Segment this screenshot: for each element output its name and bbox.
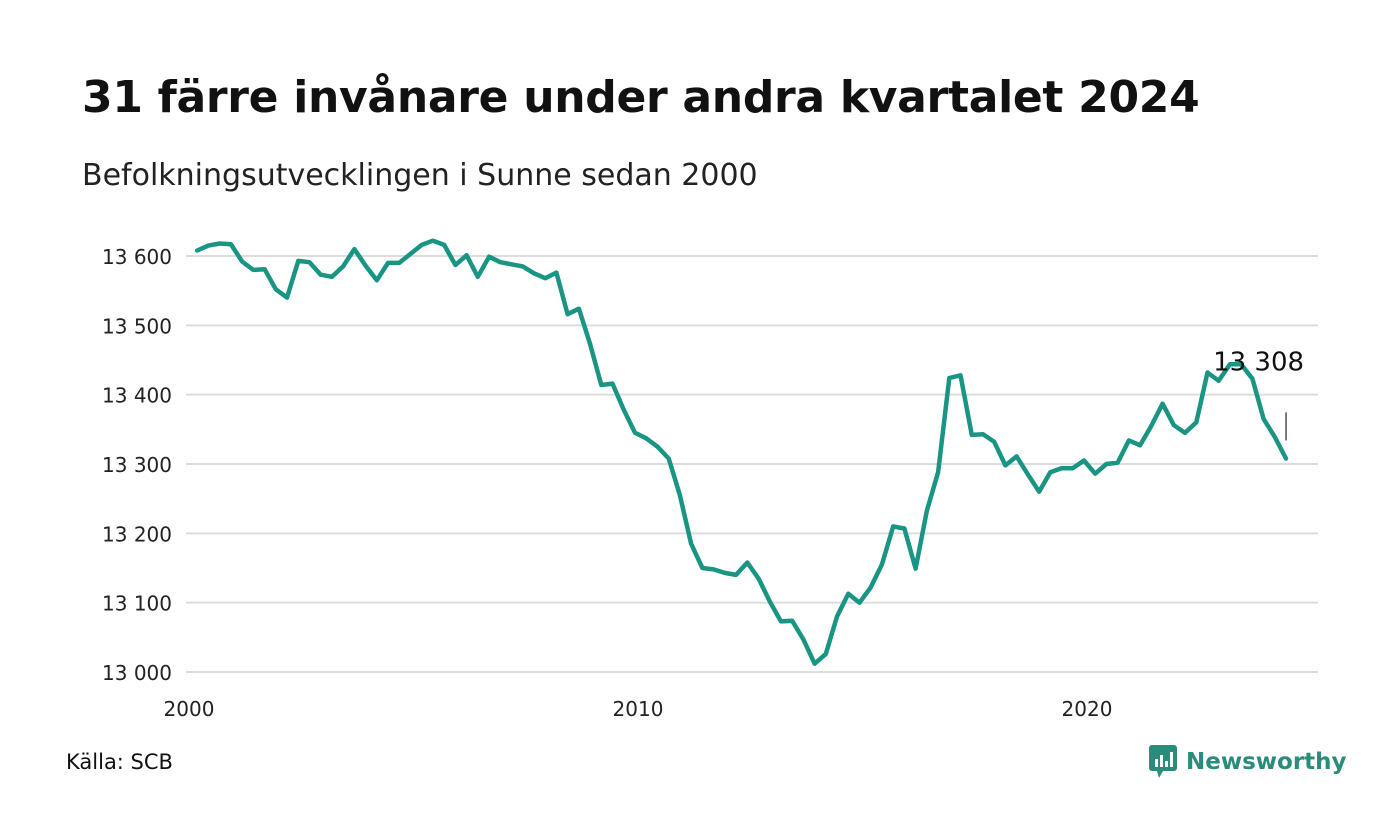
x-tick-label: 2020 xyxy=(1062,697,1113,721)
end-value-label: 13 308 xyxy=(1213,347,1304,377)
annotation-group: 13 308 xyxy=(1213,347,1304,441)
chart-title: 31 färre invånare under andra kvartalet … xyxy=(82,72,1200,123)
series-group xyxy=(194,238,1289,666)
y-tick-label: 13 500 xyxy=(102,314,172,338)
chart-subtitle: Befolkningsutvecklingen i Sunne sedan 20… xyxy=(82,158,758,193)
x-axis: 2000 2010 2020 xyxy=(164,697,1113,721)
newsworthy-chart-icon xyxy=(1149,745,1177,778)
grid-lines xyxy=(186,255,1318,673)
y-tick-label: 13 300 xyxy=(102,453,172,477)
y-tick-label: 13 400 xyxy=(102,384,172,408)
y-tick-label: 13 100 xyxy=(102,592,172,616)
x-tick-label: 2010 xyxy=(613,697,664,721)
series-line xyxy=(194,238,1289,666)
logo-text: Newsworthy xyxy=(1186,749,1347,775)
x-tick-label: 2000 xyxy=(164,697,215,721)
y-tick-label: 13 600 xyxy=(102,245,172,269)
source-note: Källa: SCB xyxy=(66,750,173,774)
y-axis: 13 000 13 100 13 200 13 300 13 400 13 500 13 6… xyxy=(102,245,172,685)
y-tick-label: 13 000 xyxy=(102,661,172,685)
y-tick-label: 13 200 xyxy=(102,522,172,546)
newsworthy-logo: Newsworthy xyxy=(1148,744,1347,780)
